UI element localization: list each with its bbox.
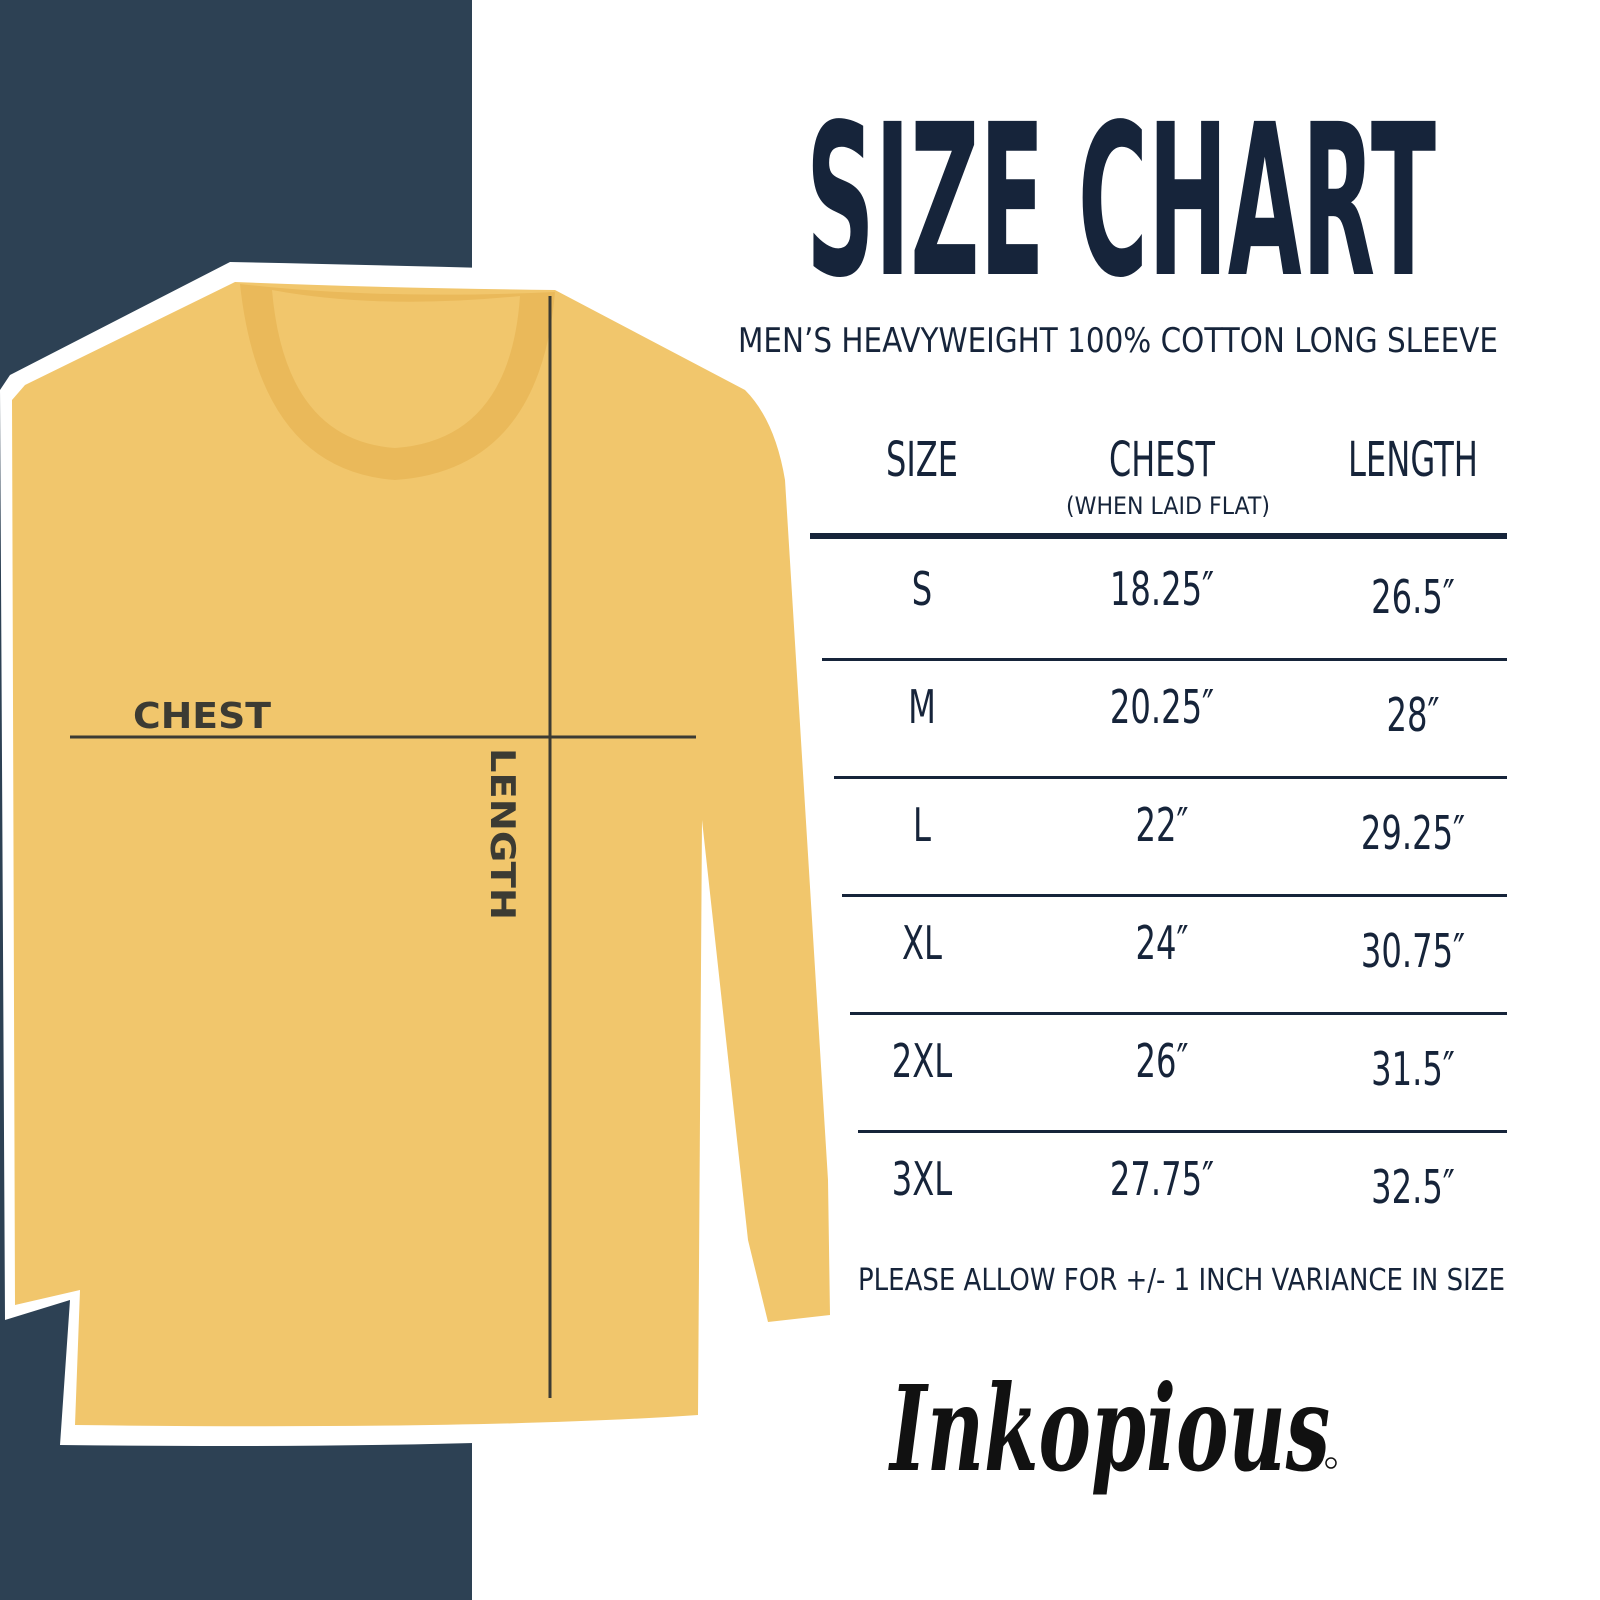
table-header: SIZE CHEST (WHEN LAID FLAT) LENGTH (886, 432, 1478, 520)
header-chest-note: (WHEN LAID FLAT) (1066, 492, 1270, 520)
chest-cell: 22″ (1136, 799, 1189, 852)
table-row: 2XL 26″ 31.5″ (858, 1035, 1507, 1133)
table-row: XL 24″ 30.75″ (850, 917, 1507, 1015)
row-divider (834, 776, 1507, 779)
chest-label: CHEST (133, 696, 271, 737)
size-cell: M (908, 681, 936, 734)
shirt-image: CHEST LENGTH (0, 262, 848, 1446)
chest-cell: 26″ (1136, 1035, 1189, 1088)
header-size: SIZE (886, 432, 958, 488)
row-divider (850, 1012, 1507, 1015)
chest-cell: 27.75″ (1110, 1153, 1214, 1206)
brand-logo: Inkopious (888, 1359, 1337, 1498)
size-cell: XL (902, 917, 942, 970)
registered-mark-icon (1325, 1457, 1337, 1469)
size-cell: 2XL (892, 1035, 952, 1088)
row-divider (822, 658, 1507, 661)
variance-note: PLEASE ALLOW FOR +/- 1 INCH VARIANCE IN … (858, 1263, 1505, 1298)
subtitle: MEN’S HEAVYWEIGHT 100% COTTON LONG SLEEV… (738, 321, 1498, 361)
chest-cell: 18.25″ (1110, 563, 1214, 616)
table-row: L 22″ 29.25″ (842, 799, 1507, 897)
table-row: M 20.25″ 28″ (834, 681, 1507, 779)
page-title: SIZE CHART (806, 79, 1436, 324)
length-cell: 29.25″ (1361, 807, 1465, 860)
header-divider (810, 533, 1507, 539)
length-label: LENGTH (482, 748, 522, 920)
row-divider (842, 894, 1507, 897)
size-cell: 3XL (892, 1153, 952, 1206)
table-row: 3XL 27.75″ 32.5″ (892, 1153, 1455, 1214)
header-length: LENGTH (1348, 432, 1478, 488)
chest-cell: 20.25″ (1110, 681, 1214, 734)
size-cell: L (913, 799, 931, 852)
length-cell: 30.75″ (1361, 925, 1465, 978)
size-cell: S (912, 563, 932, 616)
chest-cell: 24″ (1136, 917, 1189, 970)
size-table-body: S 18.25″ 26.5″ M 20.25″ 28″ L 22″ 29.25″ XL 24″ 30.… (822, 563, 1507, 1215)
row-divider (858, 1130, 1507, 1133)
length-cell: 31.5″ (1371, 1043, 1455, 1096)
brand-logo-text: Inkopious (888, 1359, 1330, 1498)
length-cell: 28″ (1387, 689, 1440, 742)
table-row: S 18.25″ 26.5″ (822, 563, 1507, 661)
length-cell: 26.5″ (1371, 571, 1455, 624)
length-cell: 32.5″ (1371, 1161, 1455, 1214)
header-chest: CHEST (1109, 432, 1215, 488)
